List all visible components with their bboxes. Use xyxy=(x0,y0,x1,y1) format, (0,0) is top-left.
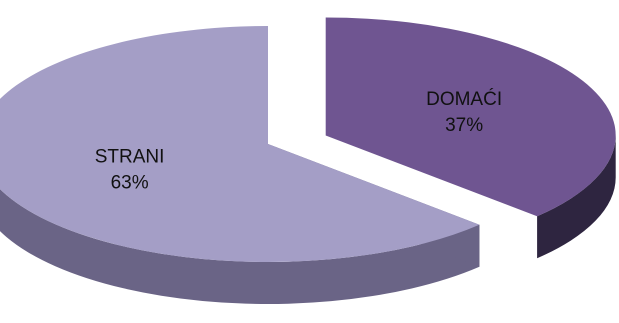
pie-slice-1 xyxy=(0,26,480,262)
pie-slice-label-1: STRANI xyxy=(95,146,165,167)
pie-slice-percent-1: 63% xyxy=(111,172,149,193)
pie-labels: DOMAĆI 37% STRANI 63% xyxy=(95,88,502,193)
pie-slice-side-0 xyxy=(537,135,616,259)
pie-slice-side-1 xyxy=(0,189,480,304)
pie-slice-0 xyxy=(325,17,616,217)
pie-tops xyxy=(0,17,616,262)
pie-slice-label-0: DOMAĆI xyxy=(426,88,502,110)
pie-slice-percent-0: 37% xyxy=(445,115,483,136)
